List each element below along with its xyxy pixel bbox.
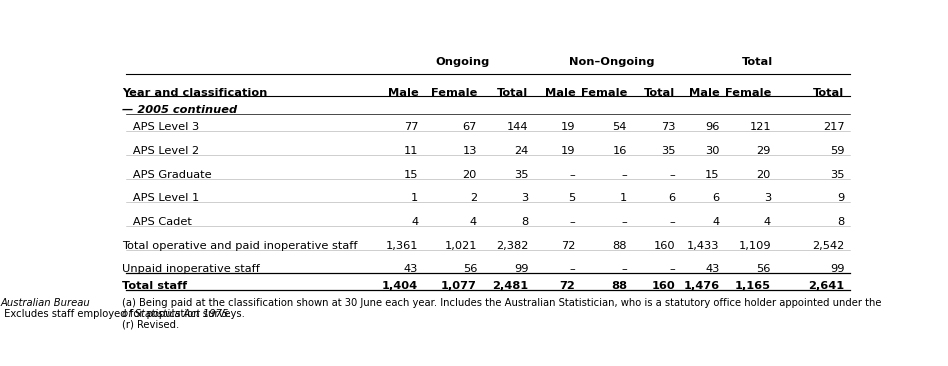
Text: 144: 144 <box>507 122 528 132</box>
Text: 24: 24 <box>514 146 528 156</box>
Text: Female: Female <box>430 87 477 98</box>
Text: –: – <box>621 264 627 274</box>
Text: 15: 15 <box>404 169 418 180</box>
Text: 20: 20 <box>757 169 771 180</box>
Text: 1,476: 1,476 <box>684 281 720 291</box>
Text: Total: Total <box>813 87 845 98</box>
Text: 73: 73 <box>661 122 675 132</box>
Text: Female: Female <box>724 87 771 98</box>
Text: 3: 3 <box>521 193 528 203</box>
Text: — 2005 continued: — 2005 continued <box>122 105 237 115</box>
Text: 43: 43 <box>404 264 418 274</box>
Text: –: – <box>669 217 675 227</box>
Text: 160: 160 <box>654 240 675 251</box>
Text: 160: 160 <box>651 281 675 291</box>
Text: 15: 15 <box>705 169 720 180</box>
Text: APS Level 1: APS Level 1 <box>122 193 199 203</box>
Text: 1,433: 1,433 <box>687 240 720 251</box>
Text: 19: 19 <box>561 122 575 132</box>
Text: Excludes staff employed for population surveys.: Excludes staff employed for population s… <box>1 309 245 319</box>
Text: –: – <box>570 217 575 227</box>
Text: 30: 30 <box>705 146 720 156</box>
Text: Total: Total <box>742 57 774 67</box>
Text: 35: 35 <box>661 146 675 156</box>
Text: of Statistics Act 1975.: of Statistics Act 1975. <box>122 309 231 319</box>
Text: 56: 56 <box>757 264 771 274</box>
Text: 4: 4 <box>411 217 418 227</box>
Text: Male: Male <box>545 87 575 98</box>
Text: Non–Ongoing: Non–Ongoing <box>570 57 655 67</box>
Text: 217: 217 <box>823 122 845 132</box>
Text: –: – <box>621 217 627 227</box>
Text: 11: 11 <box>404 146 418 156</box>
Text: 29: 29 <box>757 146 771 156</box>
Text: 9: 9 <box>837 193 845 203</box>
Text: Unpaid inoperative staff: Unpaid inoperative staff <box>122 264 260 274</box>
Text: –: – <box>570 264 575 274</box>
Text: –: – <box>621 169 627 180</box>
Text: 1,021: 1,021 <box>445 240 477 251</box>
Text: 8: 8 <box>837 217 845 227</box>
Text: APS Graduate: APS Graduate <box>122 169 211 180</box>
Text: 16: 16 <box>612 146 627 156</box>
Text: 72: 72 <box>561 240 575 251</box>
Text: Female: Female <box>580 87 627 98</box>
Text: 4: 4 <box>470 217 477 227</box>
Text: 1,361: 1,361 <box>386 240 418 251</box>
Text: Male: Male <box>689 87 720 98</box>
Text: 77: 77 <box>404 122 418 132</box>
Text: 1: 1 <box>620 193 627 203</box>
Text: 99: 99 <box>830 264 845 274</box>
Text: 35: 35 <box>830 169 845 180</box>
Text: Male: Male <box>388 87 418 98</box>
Text: Total: Total <box>497 87 528 98</box>
Text: 19: 19 <box>561 146 575 156</box>
Text: Ongoing: Ongoing <box>435 57 489 67</box>
Text: 72: 72 <box>559 281 575 291</box>
Text: –: – <box>570 169 575 180</box>
Text: 96: 96 <box>705 122 720 132</box>
Text: 88: 88 <box>611 281 627 291</box>
Text: 43: 43 <box>705 264 720 274</box>
Text: 6: 6 <box>712 193 720 203</box>
Text: 2,481: 2,481 <box>492 281 528 291</box>
Text: 1,077: 1,077 <box>441 281 477 291</box>
Text: 2,542: 2,542 <box>812 240 845 251</box>
Text: (a) Being paid at the classification shown at 30 June each year. Includes the Au: (a) Being paid at the classification sho… <box>122 298 884 307</box>
Text: 3: 3 <box>764 193 771 203</box>
Text: 54: 54 <box>612 122 627 132</box>
Text: 6: 6 <box>668 193 675 203</box>
Text: 20: 20 <box>463 169 477 180</box>
Text: 8: 8 <box>521 217 528 227</box>
Text: 1,165: 1,165 <box>735 281 771 291</box>
Text: 13: 13 <box>463 146 477 156</box>
Text: 1,109: 1,109 <box>738 240 771 251</box>
Text: 67: 67 <box>463 122 477 132</box>
Text: APS Level 2: APS Level 2 <box>122 146 199 156</box>
Text: Total operative and paid inoperative staff: Total operative and paid inoperative sta… <box>122 240 357 251</box>
Text: Australian Bureau: Australian Bureau <box>1 298 91 307</box>
Text: 2,382: 2,382 <box>496 240 528 251</box>
Text: 99: 99 <box>514 264 528 274</box>
Text: 2,641: 2,641 <box>809 281 845 291</box>
Text: 5: 5 <box>568 193 575 203</box>
Text: Year and classification: Year and classification <box>122 87 267 98</box>
Text: 1,404: 1,404 <box>382 281 418 291</box>
Text: 56: 56 <box>463 264 477 274</box>
Text: Total staff: Total staff <box>122 281 188 291</box>
Text: –: – <box>669 264 675 274</box>
Text: 4: 4 <box>764 217 771 227</box>
Text: 2: 2 <box>470 193 477 203</box>
Text: Total: Total <box>644 87 675 98</box>
Text: 1: 1 <box>411 193 418 203</box>
Text: (r) Revised.: (r) Revised. <box>122 320 179 329</box>
Text: APS Cadet: APS Cadet <box>122 217 192 227</box>
Text: 121: 121 <box>749 122 771 132</box>
Text: APS Level 3: APS Level 3 <box>122 122 199 132</box>
Text: 59: 59 <box>830 146 845 156</box>
Text: 4: 4 <box>712 217 720 227</box>
Text: 35: 35 <box>514 169 528 180</box>
Text: 88: 88 <box>612 240 627 251</box>
Text: –: – <box>669 169 675 180</box>
